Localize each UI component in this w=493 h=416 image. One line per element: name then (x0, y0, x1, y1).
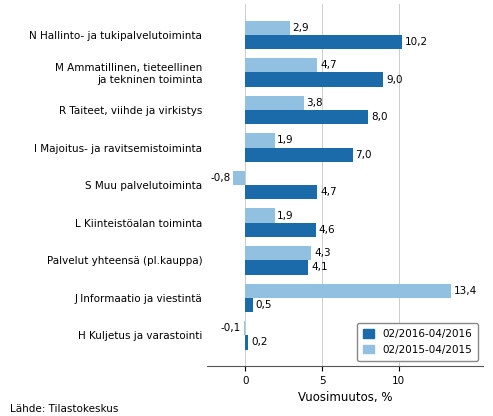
Bar (244, 321, 246, 335)
Bar (246, 298, 253, 312)
Bar (246, 21, 290, 35)
Text: 4,1: 4,1 (311, 262, 328, 272)
Bar (246, 208, 275, 223)
Bar (246, 284, 451, 298)
Legend: 02/2016-04/2016, 02/2015-04/2015: 02/2016-04/2016, 02/2015-04/2015 (357, 323, 478, 361)
Bar (246, 148, 353, 162)
Text: -0,8: -0,8 (210, 173, 230, 183)
Bar (246, 72, 384, 87)
Text: Lähde: Tilastokeskus: Lähde: Tilastokeskus (10, 404, 118, 414)
Bar (246, 246, 312, 260)
Bar (246, 110, 368, 124)
Text: -0,1: -0,1 (221, 323, 241, 333)
Bar (246, 223, 316, 237)
Text: 3,8: 3,8 (307, 98, 323, 108)
Bar (246, 260, 308, 275)
X-axis label: Vuosimuutos, %: Vuosimuutos, % (298, 391, 392, 404)
Text: 4,7: 4,7 (320, 187, 337, 197)
Text: 2,9: 2,9 (293, 23, 309, 33)
Bar (246, 58, 317, 72)
Text: 1,9: 1,9 (277, 136, 294, 146)
Bar (233, 171, 246, 185)
Text: 0,2: 0,2 (251, 337, 268, 347)
Bar (246, 335, 248, 349)
Text: 4,7: 4,7 (320, 60, 337, 70)
Text: 0,5: 0,5 (256, 300, 272, 310)
Bar (246, 133, 275, 148)
Bar (246, 96, 304, 110)
Text: 8,0: 8,0 (371, 112, 387, 122)
Text: 7,0: 7,0 (355, 150, 372, 160)
Bar (246, 185, 317, 199)
Text: 9,0: 9,0 (386, 74, 403, 84)
Text: 10,2: 10,2 (405, 37, 428, 47)
Text: 13,4: 13,4 (454, 286, 477, 296)
Bar (246, 35, 402, 49)
Text: 1,9: 1,9 (277, 210, 294, 220)
Text: 4,3: 4,3 (314, 248, 331, 258)
Text: 4,6: 4,6 (318, 225, 335, 235)
